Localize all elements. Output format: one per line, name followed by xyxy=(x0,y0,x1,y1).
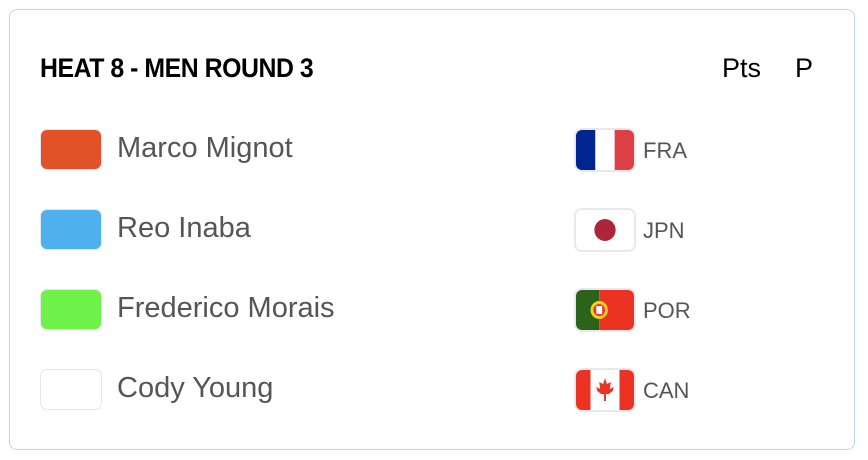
athlete-name: Cody Young xyxy=(117,372,274,404)
heat-card xyxy=(9,9,855,450)
jersey-color-swatch xyxy=(40,209,102,250)
athlete-row: Reo Inaba JPN xyxy=(0,208,868,252)
athlete-row: Marco Mignot FRA xyxy=(0,128,868,172)
athlete-row: Cody Young CAN xyxy=(0,368,868,412)
points-column-header: Pts xyxy=(722,53,762,83)
country-code: POR xyxy=(643,298,691,323)
country-code: FRA xyxy=(643,138,687,163)
athlete-name: Marco Mignot xyxy=(117,132,293,164)
country-code: JPN xyxy=(643,218,685,243)
jersey-color-swatch xyxy=(40,369,102,410)
athlete-name: Frederico Morais xyxy=(117,292,335,324)
japan-flag-icon xyxy=(574,208,636,252)
portugal-flag-icon xyxy=(574,288,636,332)
canada-flag-icon xyxy=(574,368,636,412)
position-column-header: P xyxy=(795,53,814,83)
athlete-name: Reo Inaba xyxy=(117,212,251,244)
france-flag-icon xyxy=(574,128,636,172)
heat-title: HEAT 8 - MEN ROUND 3 xyxy=(40,53,314,83)
jersey-color-swatch xyxy=(40,289,102,330)
jersey-color-swatch xyxy=(40,129,102,170)
country-code: CAN xyxy=(643,378,690,403)
athlete-row: Frederico Morais POR xyxy=(0,288,868,332)
